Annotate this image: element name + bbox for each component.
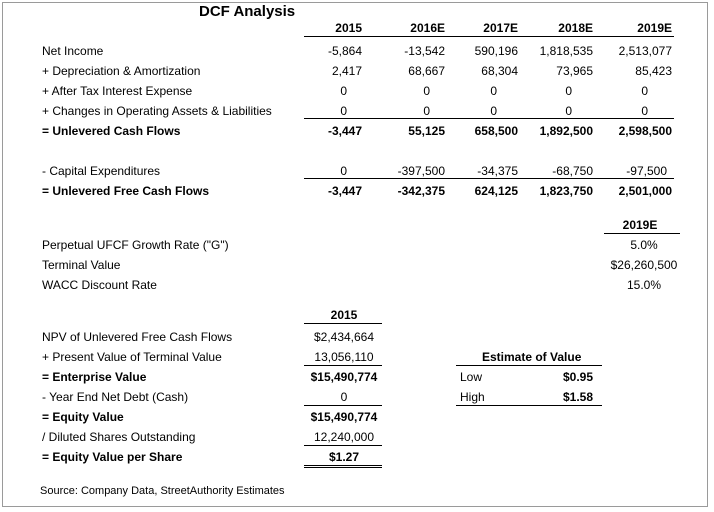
estimate-low-value: $0.95: [562, 370, 593, 384]
spreadsheet-frame: [2, 2, 708, 507]
cell-value: -13,542: [404, 44, 445, 58]
cell-value: 2,513,077: [618, 44, 672, 58]
cell-value: 68,667: [408, 64, 445, 78]
row-label-net-debt: - Year End Net Debt (Cash): [42, 390, 189, 404]
enterprise-value: $15,490,774: [310, 370, 378, 384]
cell-value: 0: [490, 104, 497, 118]
cell-value: -97,500: [626, 164, 667, 178]
row-label-unlevered-free-cash-flows: = Unlevered Free Cash Flows: [42, 184, 210, 198]
row-label-after-tax-interest: + After Tax Interest Expense: [42, 84, 193, 98]
cell-value: 68,304: [481, 64, 518, 78]
cell-value: 0: [565, 84, 572, 98]
cell-value: -3,447: [327, 184, 362, 198]
row-label-wacc: WACC Discount Rate: [42, 278, 157, 292]
cell-value: 0: [641, 104, 648, 118]
estimate-high-value: $1.58: [562, 390, 593, 404]
cell-value: -34,375: [477, 164, 518, 178]
row-label-changes-operating: + Changes in Operating Assets & Liabilit…: [42, 104, 272, 118]
row-label-enterprise-value: = Enterprise Value: [42, 370, 147, 384]
cell-value: 0: [565, 104, 572, 118]
year-header-2015: 2015: [335, 21, 362, 35]
terminal-year-header: 2019E: [622, 218, 658, 232]
cell-value: 658,500: [474, 124, 518, 138]
cell-value: 2,417: [331, 64, 362, 78]
cell-value: 0: [340, 164, 347, 178]
cell-value: -5,864: [327, 44, 362, 58]
cell-value: 0: [423, 84, 430, 98]
cell-value: -342,375: [397, 184, 445, 198]
subtotal-underline: [304, 178, 674, 179]
equity-value: $15,490,774: [310, 410, 378, 424]
net-debt-value: 0: [340, 390, 348, 404]
year-header-2019e: 2019E: [637, 21, 672, 35]
equity-per-share-value: $1.27: [328, 450, 360, 464]
total-double-underline: [304, 465, 382, 468]
cell-value: 0: [641, 84, 648, 98]
year-header-2016e: 2016E: [410, 21, 445, 35]
valuation-subtotal-underline: [304, 405, 382, 406]
year-header-2017e: 2017E: [483, 21, 518, 35]
row-label-depreciation: + Depreciation & Amortization: [42, 64, 201, 78]
row-label-equity-value: = Equity Value: [42, 410, 124, 424]
npv-ufcf-value: $2,434,664: [313, 330, 375, 344]
estimate-bottom-line: [456, 405, 602, 406]
cell-value: 2,501,000: [618, 184, 672, 198]
growth-rate-value: 5.0%: [630, 238, 658, 252]
cell-value: 55,125: [408, 124, 445, 138]
pv-terminal-value: 13,056,110: [314, 350, 374, 364]
row-label-diluted-shares: / Diluted Shares Outstanding: [42, 430, 196, 444]
row-label-equity-per-share: = Equity Value per Share: [42, 450, 183, 464]
row-label-pv-terminal-value: + Present Value of Terminal Value: [42, 350, 222, 364]
header-underline: [304, 36, 674, 37]
wacc-value: 15.0%: [626, 278, 662, 292]
cell-value: 1,892,500: [539, 124, 593, 138]
valuation-header-underline: [304, 323, 382, 324]
subtotal-underline: [304, 118, 674, 119]
cell-value: 590,196: [474, 44, 518, 58]
row-label-unlevered-cash-flows: = Unlevered Cash Flows: [42, 124, 181, 138]
estimate-low-label: Low: [460, 370, 483, 384]
page-title: DCF Analysis: [199, 3, 296, 20]
valuation-subtotal-underline: [304, 365, 382, 366]
cell-value: 85,423: [635, 64, 672, 78]
valuation-year-header: 2015: [330, 308, 358, 322]
terminal-header-underline: [604, 233, 680, 234]
cell-value: 1,818,535: [539, 44, 593, 58]
source-note: Source: Company Data, StreetAuthority Es…: [40, 485, 285, 497]
valuation-subtotal-underline: [304, 445, 382, 446]
estimate-high-label: High: [460, 390, 485, 404]
cell-value: 0: [490, 84, 497, 98]
diluted-shares-value: 12,240,000: [313, 430, 375, 444]
terminal-value: $26,260,500: [610, 258, 678, 272]
cell-value: 0: [340, 84, 347, 98]
year-header-2018e: 2018E: [558, 21, 593, 35]
cell-value: -3,447: [327, 124, 362, 138]
estimate-title: Estimate of Value: [482, 350, 582, 364]
estimate-underline: [456, 365, 602, 366]
row-label-growth-rate: Perpetual UFCF Growth Rate ("G"): [42, 238, 229, 252]
row-label-capex: - Capital Expenditures: [42, 164, 161, 178]
row-label-npv-ufcf: NPV of Unlevered Free Cash Flows: [42, 330, 233, 344]
cell-value: 624,125: [474, 184, 518, 198]
cell-value: 2,598,500: [618, 124, 672, 138]
row-label-net-income: Net Income: [42, 44, 104, 58]
cell-value: 0: [340, 104, 347, 118]
cell-value: -397,500: [397, 164, 445, 178]
cell-value: -68,750: [552, 164, 593, 178]
cell-value: 73,965: [556, 64, 593, 78]
row-label-terminal-value: Terminal Value: [42, 258, 121, 272]
cell-value: 1,823,750: [539, 184, 593, 198]
cell-value: 0: [423, 104, 430, 118]
